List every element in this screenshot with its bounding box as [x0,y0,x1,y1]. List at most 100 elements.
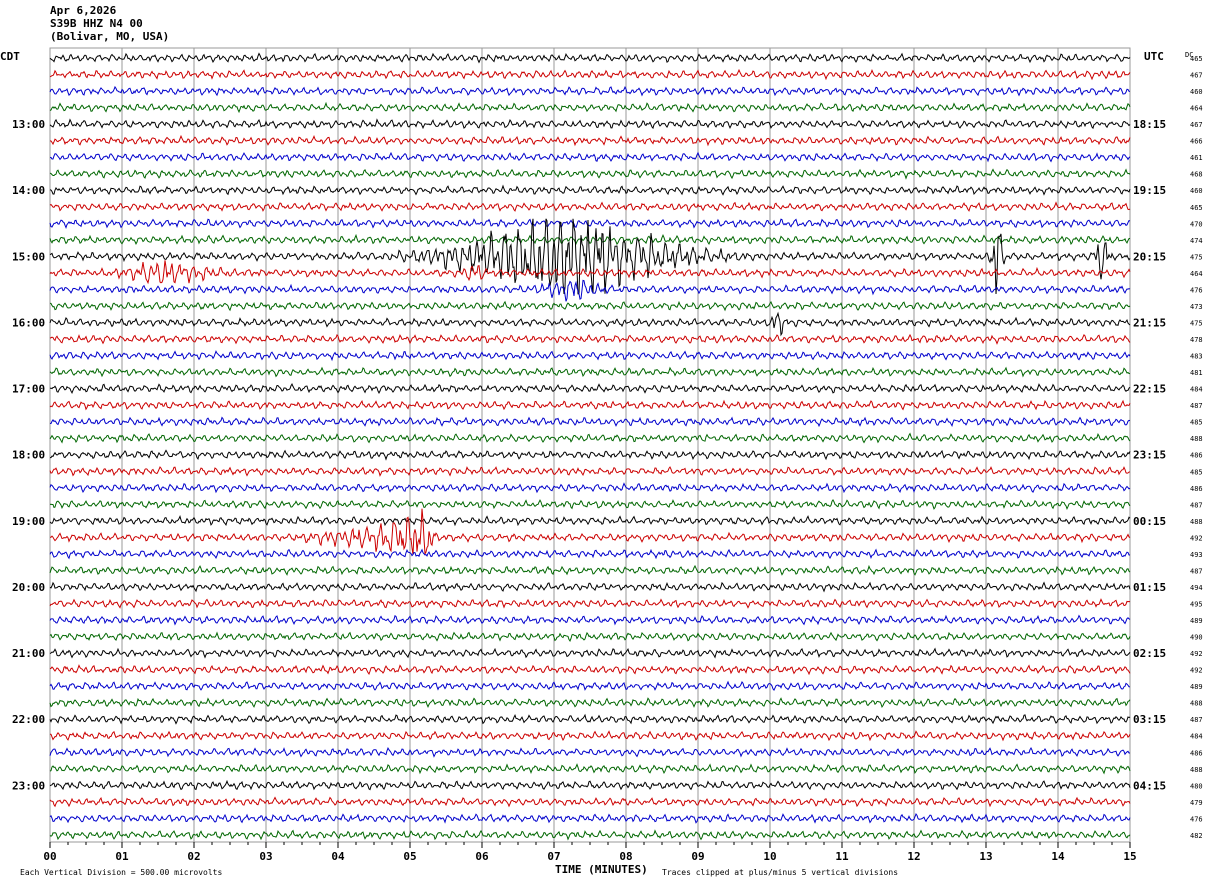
utc-hour-label: 01:15 [1133,581,1166,594]
utc-hour-label: 18:15 [1133,118,1166,131]
seismic-trace [49,233,1131,246]
dc-offset-label: 487 [1190,402,1203,410]
seismic-trace [49,680,1131,692]
seismic-trace [49,515,1131,527]
dc-offset-label: 486 [1190,485,1203,493]
seismic-trace [49,218,1131,295]
dc-offset-label: 481 [1190,369,1203,377]
dc-offset-label: 488 [1190,518,1203,526]
seismic-trace [49,68,1131,81]
dc-offset-label: 495 [1190,600,1203,608]
dc-offset-label: 490 [1190,634,1203,642]
dc-offset-label: 494 [1190,584,1203,592]
seismic-trace [49,151,1131,163]
location-label: (Bolivar, MO, USA) [50,30,170,43]
dc-offset-label: 476 [1190,815,1203,823]
dc-offset-label: 475 [1190,319,1203,327]
seismic-trace [49,508,1131,556]
cdt-hour-label: 15:00 [12,250,45,263]
seismic-trace [49,829,1131,841]
dc-offset-label: 467 [1190,121,1203,129]
seismic-trace [49,697,1131,709]
dc-offset-label: 488 [1190,766,1203,774]
seismic-trace [49,664,1131,676]
seismic-trace [49,134,1131,147]
x-tick-label: 09 [691,850,704,863]
seismic-trace [49,730,1131,742]
x-tick-label: 12 [907,850,920,863]
cdt-hour-label: 23:00 [12,779,45,792]
dc-offset-label: 465 [1190,55,1203,63]
cdt-hour-label: 17:00 [12,383,45,396]
axis-labels: CDT UTC DC TIME (MINUTES) Each Vertical … [0,50,1203,877]
x-axis-title: TIME (MINUTES) [555,863,648,876]
plot-frame [49,47,1131,843]
cdt-hour-label: 14:00 [12,184,45,197]
seismic-trace [49,416,1131,428]
utc-hour-label: 21:15 [1133,316,1166,329]
seismic-trace [49,713,1131,725]
seismic-trace [49,598,1131,609]
dc-offset-label: 484 [1190,733,1203,741]
seismic-trace [49,399,1131,411]
utc-hour-label: 03:15 [1133,713,1166,726]
dc-offset-label: 465 [1190,204,1203,212]
dc-offset-label: 460 [1190,88,1203,96]
x-tick-label: 05 [403,850,416,863]
trace-group [49,52,1131,841]
dc-label: DC [1185,51,1193,59]
dc-offset-label: 468 [1190,171,1203,179]
cdt-hour-label: 18:00 [12,449,45,462]
dc-offset-label: 485 [1190,419,1203,427]
seismic-trace [49,482,1131,494]
x-tick-label: 15 [1123,850,1136,863]
x-tick-label: 01 [115,850,129,863]
x-tick-label: 00 [43,850,56,863]
left-axis-label: CDT [0,50,20,63]
dc-offset-label: 464 [1190,105,1203,113]
cdt-hour-label: 21:00 [12,647,45,660]
seismic-trace [49,449,1131,461]
cdt-hour-label: 19:00 [12,515,45,528]
cdt-hour-label: 22:00 [12,713,45,726]
chart-header: Apr 6,2026 S39B HHZ N4 00 (Bolivar, MO, … [50,4,169,43]
date-label: Apr 6,2026 [50,4,117,17]
cdt-hour-label: 13:00 [12,118,45,131]
dc-offset-label: 488 [1190,435,1203,443]
scale-note: Each Vertical Division = 500.00 microvol… [20,868,222,877]
dc-offset-label: 492 [1190,667,1203,675]
seismic-trace [49,279,1131,302]
x-tick-label: 02 [187,850,200,863]
dc-offset-label: 461 [1190,154,1203,162]
seismic-trace [49,333,1131,345]
seismic-trace [49,581,1131,593]
utc-hour-label: 04:15 [1133,779,1166,792]
seismic-trace [49,101,1131,114]
seismic-trace [49,779,1131,791]
dc-offset-label: 466 [1190,138,1203,146]
utc-hour-label: 20:15 [1133,250,1166,263]
dc-offset-label: 487 [1190,567,1203,575]
dc-offset-label: 485 [1190,468,1203,476]
x-tick-label: 07 [547,850,560,863]
dc-offset-label: 487 [1190,501,1203,509]
dc-offset-label: 478 [1190,336,1203,344]
seismic-trace [49,466,1131,477]
dc-offset-label: 470 [1190,220,1203,228]
dc-offset-label: 460 [1190,187,1203,195]
dc-offset-label: 476 [1190,286,1203,294]
dc-offset-label: 475 [1190,253,1203,261]
seismic-trace [49,631,1131,642]
time-grid [49,47,1131,848]
seismic-trace [49,218,1131,230]
seismic-trace [49,350,1131,362]
x-tick-label: 11 [835,850,849,863]
dc-offset-label: 482 [1190,832,1203,840]
right-axis-label: UTC [1144,50,1164,63]
dc-offset-label: 489 [1190,617,1203,625]
dc-offset-label: 467 [1190,72,1203,80]
seismic-trace [49,366,1131,378]
seismic-trace [49,184,1131,196]
seismic-trace [49,647,1131,659]
